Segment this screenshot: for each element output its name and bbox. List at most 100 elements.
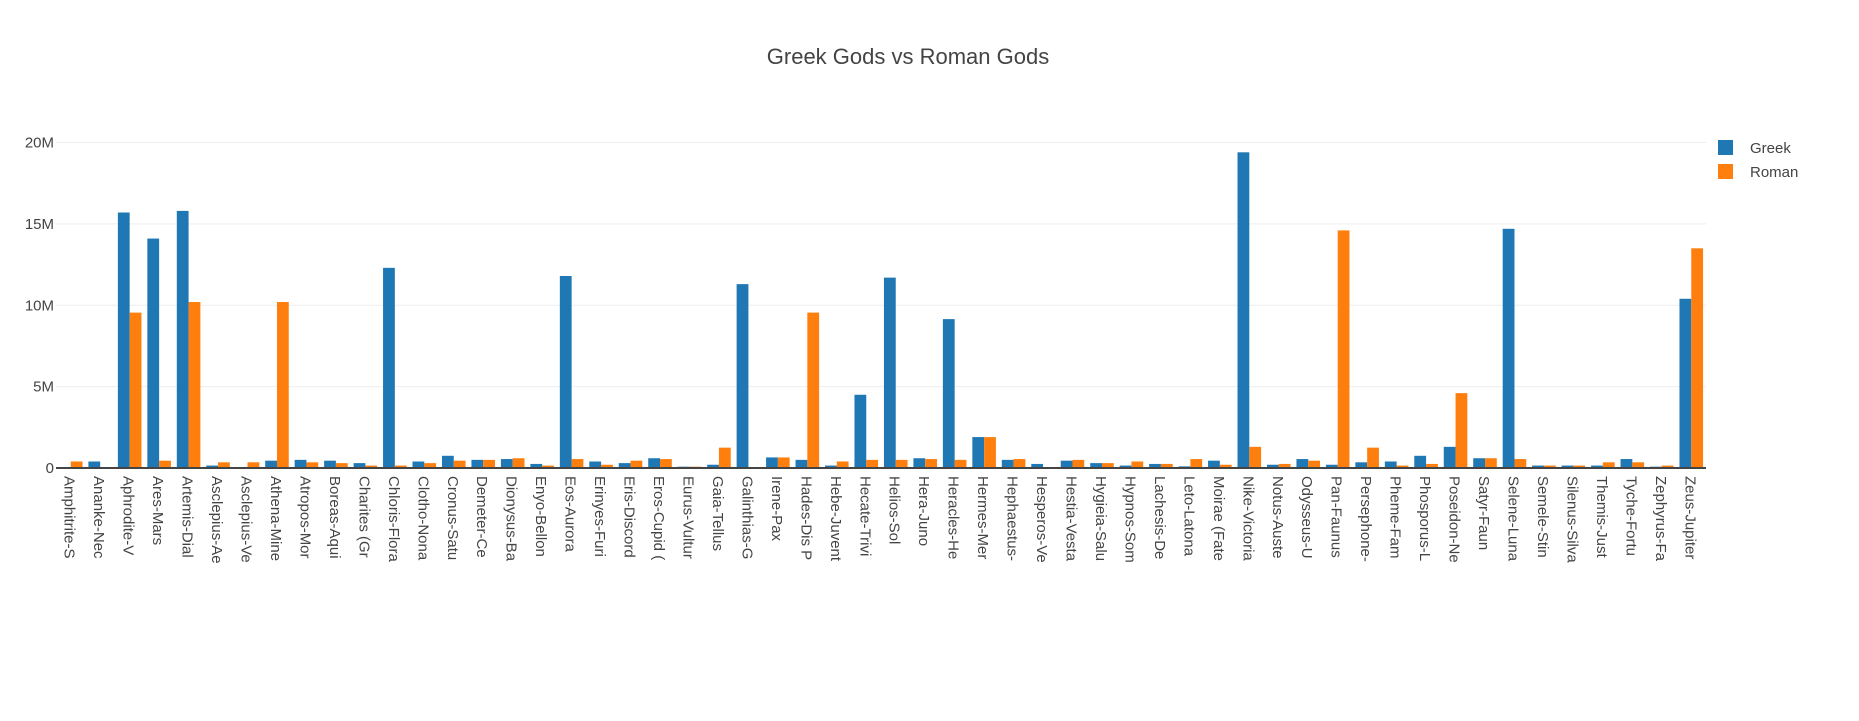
bar-roman-18[interactable] xyxy=(601,464,613,468)
bar-roman-41[interactable] xyxy=(1278,463,1291,468)
bar-roman-22[interactable] xyxy=(718,447,731,468)
bar-roman-30[interactable] xyxy=(954,459,967,468)
bar-roman-52[interactable] xyxy=(1602,462,1615,468)
bar-roman-27[interactable] xyxy=(866,459,879,468)
bar-greek-19[interactable] xyxy=(618,463,631,468)
bar-roman-32[interactable] xyxy=(1013,459,1026,468)
bar-greek-13[interactable] xyxy=(441,455,454,468)
bar-greek-39[interactable] xyxy=(1208,460,1220,468)
bar-greek-51[interactable] xyxy=(1561,465,1574,468)
bar-roman-38[interactable] xyxy=(1190,459,1203,468)
bar-greek-23[interactable] xyxy=(736,284,749,468)
bar-greek-47[interactable] xyxy=(1443,446,1456,468)
bar-greek-45[interactable] xyxy=(1384,461,1397,468)
bar-greek-28[interactable] xyxy=(883,277,896,468)
bar-greek-12[interactable] xyxy=(412,461,425,468)
bar-greek-49[interactable] xyxy=(1502,228,1515,468)
legend-item-roman[interactable]: Roman xyxy=(1718,164,1798,181)
bar-roman-9[interactable] xyxy=(335,463,348,468)
bar-roman-0[interactable] xyxy=(70,461,83,468)
bar-greek-20[interactable] xyxy=(648,458,661,468)
bar-greek-41[interactable] xyxy=(1266,464,1279,468)
bar-greek-44[interactable] xyxy=(1355,462,1368,468)
bar-roman-50[interactable] xyxy=(1543,465,1556,468)
bar-roman-39[interactable] xyxy=(1219,464,1232,468)
bar-roman-45[interactable] xyxy=(1396,465,1409,468)
bar-greek-24[interactable] xyxy=(766,457,778,468)
bar-roman-24[interactable] xyxy=(777,457,790,468)
bar-greek-26[interactable] xyxy=(825,465,837,468)
legend-item-greek[interactable]: Greek xyxy=(1718,140,1791,157)
bar-greek-33[interactable] xyxy=(1031,463,1044,468)
bar-greek-53[interactable] xyxy=(1620,459,1633,468)
bar-greek-36[interactable] xyxy=(1119,465,1132,468)
bar-greek-34[interactable] xyxy=(1060,460,1073,468)
bar-greek-22[interactable] xyxy=(707,464,719,468)
bar-roman-37[interactable] xyxy=(1160,463,1173,468)
bar-greek-3[interactable] xyxy=(147,238,160,468)
bar-greek-32[interactable] xyxy=(1001,459,1014,468)
bar-roman-40[interactable] xyxy=(1249,446,1262,468)
bar-roman-3[interactable] xyxy=(159,460,171,468)
bar-roman-43[interactable] xyxy=(1337,230,1350,468)
bar-greek-17[interactable] xyxy=(559,275,572,468)
bar-roman-8[interactable] xyxy=(306,462,319,468)
bar-greek-31[interactable] xyxy=(972,437,985,468)
bar-roman-42[interactable] xyxy=(1308,460,1321,468)
bar-greek-27[interactable] xyxy=(854,394,867,468)
bar-greek-42[interactable] xyxy=(1296,459,1309,468)
bar-greek-4[interactable] xyxy=(176,210,189,468)
bar-greek-11[interactable] xyxy=(383,267,395,468)
bar-roman-51[interactable] xyxy=(1573,465,1586,468)
bar-roman-11[interactable] xyxy=(394,465,407,468)
bar-greek-43[interactable] xyxy=(1325,464,1338,468)
bar-greek-35[interactable] xyxy=(1090,463,1102,468)
bar-roman-36[interactable] xyxy=(1131,461,1144,468)
bar-greek-10[interactable] xyxy=(353,463,366,468)
bar-roman-2[interactable] xyxy=(129,312,142,468)
bar-greek-40[interactable] xyxy=(1237,152,1250,469)
legend[interactable]: Greek Roman xyxy=(1718,140,1798,181)
bar-roman-44[interactable] xyxy=(1367,447,1379,468)
bar-roman-14[interactable] xyxy=(483,459,496,468)
bar-greek-50[interactable] xyxy=(1532,465,1544,468)
bar-greek-2[interactable] xyxy=(117,212,130,468)
bar-greek-29[interactable] xyxy=(913,458,926,468)
bar-greek-52[interactable] xyxy=(1591,465,1603,468)
bar-greek-48[interactable] xyxy=(1473,458,1486,468)
bar-roman-35[interactable] xyxy=(1101,463,1114,468)
bar-greek-18[interactable] xyxy=(589,461,602,468)
bar-roman-13[interactable] xyxy=(453,460,466,468)
bar-roman-53[interactable] xyxy=(1632,462,1645,468)
bar-greek-30[interactable] xyxy=(942,319,955,468)
bar-roman-28[interactable] xyxy=(895,459,908,468)
bar-roman-4[interactable] xyxy=(188,302,201,468)
bar-greek-25[interactable] xyxy=(795,459,808,468)
bar-roman-26[interactable] xyxy=(836,461,849,468)
bar-greek-37[interactable] xyxy=(1149,463,1161,468)
bar-greek-5[interactable] xyxy=(206,465,219,468)
bar-greek-8[interactable] xyxy=(294,459,307,468)
bar-roman-54[interactable] xyxy=(1661,465,1674,468)
bar-greek-46[interactable] xyxy=(1414,455,1427,468)
bar-roman-19[interactable] xyxy=(630,460,643,468)
bar-roman-31[interactable] xyxy=(984,437,996,468)
bar-roman-7[interactable] xyxy=(276,302,289,468)
bar-greek-16[interactable] xyxy=(530,463,543,468)
bar-roman-16[interactable] xyxy=(542,465,554,468)
bar-greek-1[interactable] xyxy=(88,461,101,468)
bar-roman-55[interactable] xyxy=(1691,248,1704,468)
bar-roman-10[interactable] xyxy=(365,465,378,468)
bar-greek-14[interactable] xyxy=(471,459,484,468)
bar-roman-29[interactable] xyxy=(925,459,937,468)
bar-roman-20[interactable] xyxy=(660,459,672,468)
bar-roman-48[interactable] xyxy=(1485,458,1497,468)
bar-roman-17[interactable] xyxy=(571,459,584,468)
bar-roman-49[interactable] xyxy=(1514,459,1527,468)
bar-roman-15[interactable] xyxy=(512,458,525,468)
bar-roman-5[interactable] xyxy=(218,462,230,468)
bar-greek-7[interactable] xyxy=(265,460,277,468)
bar-roman-47[interactable] xyxy=(1455,393,1468,468)
bar-roman-12[interactable] xyxy=(424,463,437,468)
bar-roman-6[interactable] xyxy=(247,462,260,468)
